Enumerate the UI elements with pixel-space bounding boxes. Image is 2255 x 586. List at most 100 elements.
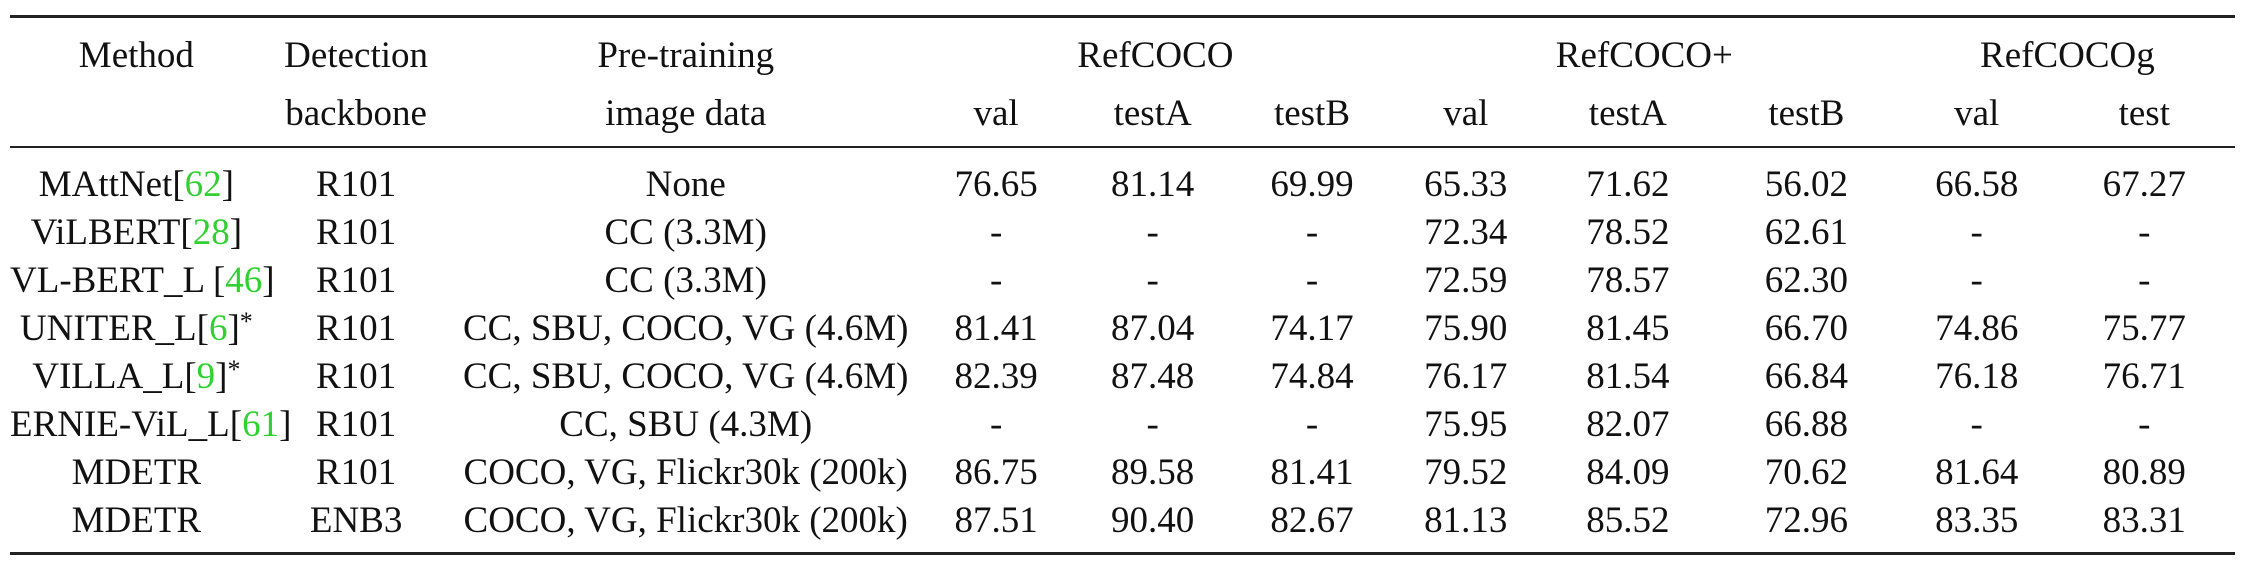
score-cell: 85.52 [1586,499,1670,541]
header-rcp-testa: testA [1588,92,1667,134]
score-cell: 66.70 [1764,307,1849,349]
pretraining-data-cell: COCO, VG, Flickr30k (200k) [463,451,908,493]
header-rc-val: val [973,92,1019,134]
method-cell: ERNIE-ViL_L[61] [10,403,292,445]
score-cell: 81.13 [1424,499,1508,541]
score-cell: 86.75 [954,451,1038,493]
header-pretraining: Pre-training [597,34,775,76]
score-cell: 87.48 [1111,355,1195,397]
score-cell: - [1970,211,1983,253]
citation-link[interactable]: 9 [196,355,216,397]
header-refcoco: RefCOCO [1077,34,1234,76]
score-cell: 78.57 [1586,259,1670,301]
score-cell: 89.58 [1111,451,1195,493]
header-image-data: image data [605,92,767,134]
footnote-star: * [239,306,253,336]
table-row: UNITER_L[6]* R101 CC, SBU, COCO, VG (4.6M)… [10,304,2235,352]
score-cell: 72.96 [1764,499,1849,541]
method-name: ViLBERT [30,211,181,253]
table-row: MDETR ENB3 COCO, VG, Flickr30k (200k) 87.51… [10,496,2235,554]
header-backbone: backbone [285,92,427,134]
score-cell: 79.52 [1424,451,1508,493]
header-rcg-val: val [1954,92,2000,134]
score-cell: 80.89 [2102,451,2186,493]
score-cell: 82.67 [1270,499,1354,541]
table-row: VILLA_L[9]* R101 CC, SBU, COCO, VG (4.6M) 8… [10,352,2235,400]
score-cell: - [1305,403,1319,445]
header-method: Method [78,34,194,76]
pretraining-data-cell: CC (3.3M) [604,259,767,301]
table-row: MDETR R101 COCO, VG, Flickr30k (200k) 86.75… [10,448,2235,496]
table-row: ERNIE-ViL_L[61] R101 CC, SBU (4.3M) - - - 75.9… [10,400,2235,448]
score-cell: - [2138,403,2151,445]
score-cell: 76.18 [1935,355,2019,397]
citation-link[interactable]: 6 [208,307,228,349]
score-cell: - [1970,259,1983,301]
score-cell: 87.51 [954,499,1038,541]
backbone-cell: R101 [316,451,397,493]
score-cell: 70.62 [1764,451,1849,493]
score-cell: 65.33 [1424,163,1508,205]
method-name: MDETR [71,499,202,541]
footnote-star: * [227,354,241,384]
score-cell: 76.17 [1424,355,1508,397]
backbone-cell: R101 [316,307,397,349]
score-cell: 76.71 [2102,355,2186,397]
score-cell: 74.17 [1270,307,1354,349]
score-cell: - [989,403,1003,445]
score-cell: 72.34 [1424,211,1508,253]
score-cell: 83.31 [2102,499,2186,541]
table-body: MAttNet[62] R101 None 76.65 81.14 69.99 65.33 7… [10,147,2235,554]
method-cell: MDETR [10,496,263,554]
header-rc-testa: testA [1113,92,1192,134]
header-rcp-val: val [1443,92,1489,134]
score-cell: 56.02 [1764,163,1849,205]
backbone-cell: R101 [316,163,397,205]
score-cell: 67.27 [2102,163,2186,205]
score-cell: - [989,211,1003,253]
score-cell: 74.84 [1270,355,1354,397]
score-cell: 87.04 [1111,307,1195,349]
method-name: MDETR [71,451,202,493]
header-refcocoplus: RefCOCO+ [1555,34,1733,76]
header-row-2: backbone image data val testA testB val … [10,86,2235,147]
score-cell: 90.40 [1111,499,1195,541]
method-cell: UNITER_L[6]* [19,306,253,349]
score-cell: 62.61 [1764,211,1849,253]
citation-link[interactable]: 61 [242,403,280,445]
citation-link[interactable]: 28 [192,211,230,253]
score-cell: - [1305,211,1319,253]
score-cell: 84.09 [1586,451,1670,493]
pretraining-data-cell: COCO, VG, Flickr30k (200k) [463,499,908,541]
backbone-cell: ENB3 [309,499,403,541]
score-cell: 66.88 [1764,403,1849,445]
citation-link[interactable]: 62 [184,163,222,205]
score-cell: 69.99 [1270,163,1354,205]
score-cell: 62.30 [1764,259,1849,301]
score-cell: 81.54 [1586,355,1670,397]
score-cell: 81.41 [954,307,1038,349]
score-cell: 75.95 [1424,403,1508,445]
method-name: UNITER_L [19,307,197,349]
score-cell: 75.90 [1424,307,1508,349]
score-cell: 83.35 [1935,499,2019,541]
score-cell: 81.41 [1270,451,1354,493]
score-cell: - [2138,259,2151,301]
backbone-cell: R101 [316,259,397,301]
pretraining-data-cell: CC, SBU, COCO, VG (4.6M) [462,307,909,349]
header-rc-testb: testB [1273,92,1351,134]
method-cell: VILLA_L[9]* [32,354,241,397]
score-cell: - [989,259,1003,301]
header-rcp-testb: testB [1768,92,1845,134]
header-blank [10,86,263,147]
score-cell: 82.39 [954,355,1038,397]
citation-link[interactable]: 46 [225,259,263,301]
method-cell: MAttNet[62] [38,163,234,205]
score-cell: - [1146,259,1159,301]
method-name: MAttNet [38,163,173,205]
score-cell: 66.58 [1935,163,2019,205]
method-name: VILLA_L [32,355,185,397]
backbone-cell: R101 [316,211,397,253]
table-row: ViLBERT[28] R101 CC (3.3M) - - - 72.34 78.52 62.… [10,208,2235,256]
